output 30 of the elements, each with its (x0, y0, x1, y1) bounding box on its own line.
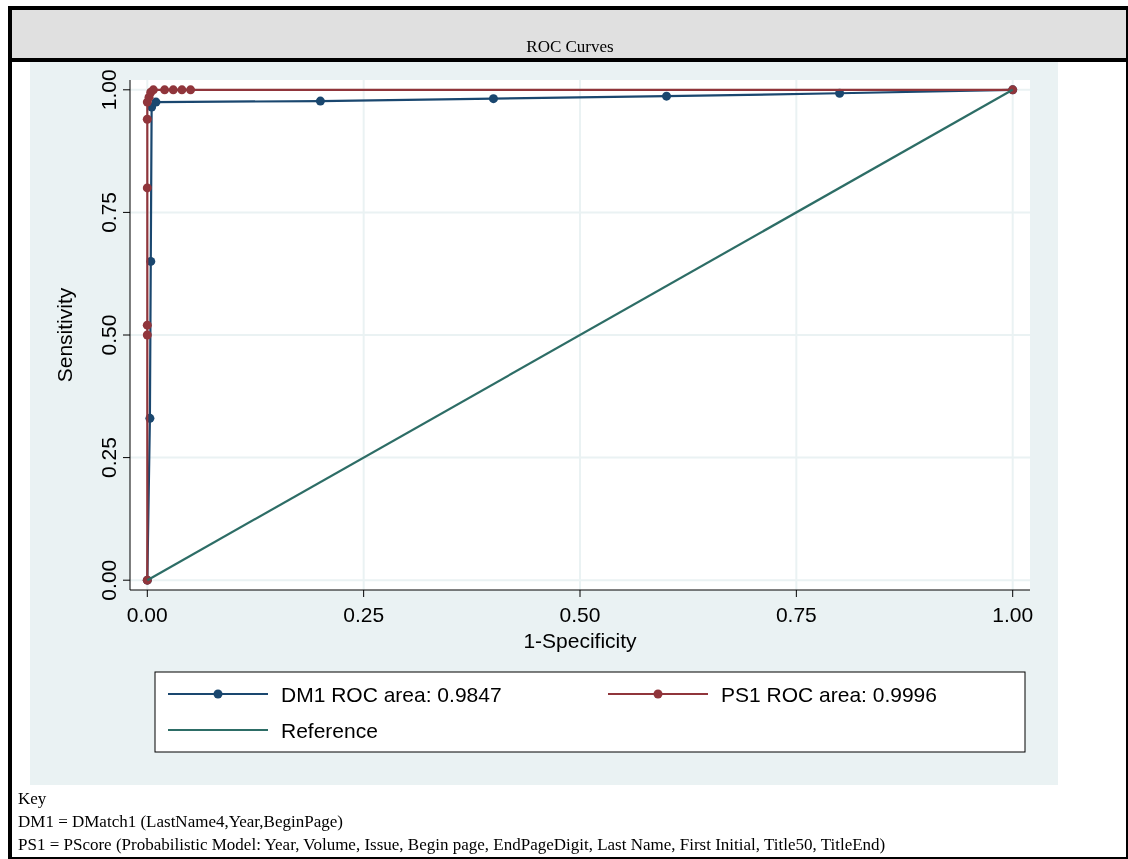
x-axis-title: 1-Specificity (523, 629, 638, 652)
y-tick-label: 1.00 (97, 69, 120, 111)
point (160, 85, 170, 95)
point (142, 114, 152, 124)
point (662, 91, 672, 101)
x-tick-label: 0.75 (775, 603, 817, 626)
point (142, 330, 152, 340)
point (151, 97, 161, 107)
x-tick-label: 0.00 (126, 603, 168, 626)
y-tick-label: 0.50 (97, 314, 120, 356)
legend-label: DM1 ROC area: 0.9847 (281, 683, 502, 706)
x-tick-label: 0.25 (343, 603, 385, 626)
text: Key (18, 789, 47, 808)
point (168, 85, 178, 95)
text: DM1 = DMatch1 (LastName4,Year,BeginPage) (18, 812, 343, 831)
legend-label: PS1 ROC area: 0.9996 (721, 683, 937, 706)
point (488, 94, 498, 104)
y-tick-label: 0.75 (97, 191, 120, 233)
legend-label: Reference (281, 719, 378, 742)
text: PS1 = PScore (Probabilistic Model: Year, Volume, Issue, Begin page, EndPageDigit, Last Name, First Initial, Title50, TitleEnd) (18, 835, 886, 854)
x-tick-label: 0.50 (559, 603, 601, 626)
y-tick-label: 0.25 (97, 437, 120, 479)
y-axis-title: Sensitivity (53, 287, 76, 383)
point (142, 320, 152, 330)
x-tick-label: 1.00 (992, 603, 1034, 626)
chart-title: ROC Curves (526, 37, 614, 56)
point (315, 96, 325, 106)
point (186, 85, 196, 95)
point (142, 183, 152, 193)
point (177, 85, 187, 95)
